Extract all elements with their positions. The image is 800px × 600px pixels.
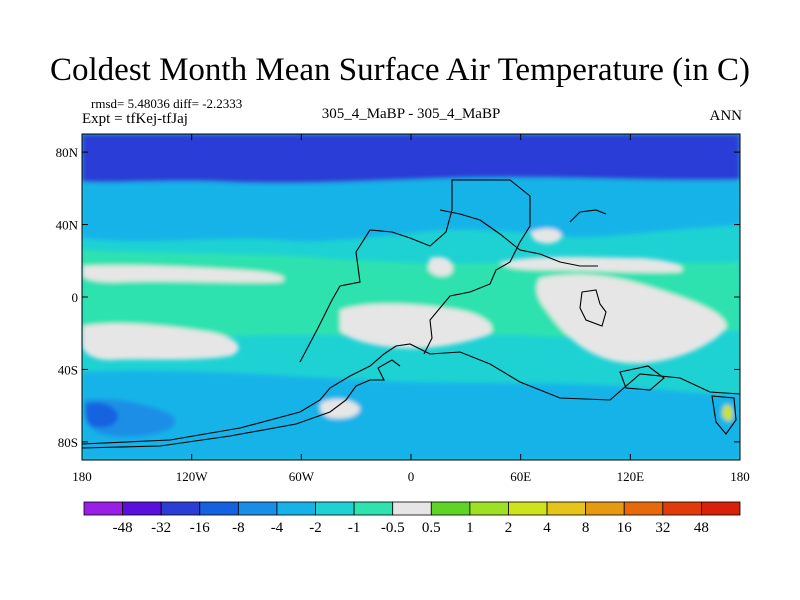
axis-ticks [81, 134, 741, 460]
colorbar-label: 8 [582, 520, 590, 536]
colorbar-label: 32 [655, 520, 670, 536]
experiment-text: Expt = tfKej-tfJaj [82, 111, 188, 127]
colorbar-swatch [237, 501, 278, 516]
colorbar-label: -48 [113, 520, 133, 536]
colorbar-swatch [392, 501, 432, 516]
field-zero-asia [536, 274, 727, 364]
colorbar-swatch [199, 501, 239, 516]
coastline-islandarc [569, 209, 607, 223]
field-band-north [82, 175, 740, 242]
field-yellow-spot [722, 404, 733, 421]
y-tick-label: 80N [56, 145, 79, 160]
season-label: ANN [709, 108, 743, 124]
colorbar-swatch [83, 501, 123, 516]
colorbar-swatch [585, 501, 625, 516]
colorbar-label: 48 [694, 520, 709, 536]
colorbar-label: -0.5 [381, 520, 405, 536]
colorbar-swatch [353, 501, 394, 516]
coastline-island [579, 289, 607, 327]
colorbar-label: -16 [190, 520, 210, 536]
y-tick-label: 40N [56, 218, 79, 233]
colorbar-label: -2 [309, 520, 322, 536]
field-zero-south [320, 399, 360, 419]
x-tick-label: 60W [289, 469, 315, 484]
colorbar-label: 1 [466, 520, 474, 536]
colorbar-swatch [662, 501, 702, 516]
map-field [82, 134, 740, 460]
coastlines [82, 179, 740, 449]
colorbar-label: -32 [151, 520, 171, 536]
y-tick-label: 80S [58, 435, 78, 450]
x-tick-label: 180 [730, 469, 750, 484]
colorbar-swatch [623, 501, 664, 516]
field-zero-north-b [500, 257, 683, 273]
coastline-north [299, 179, 531, 363]
colorbar-label: 16 [617, 520, 633, 536]
colorbar-swatch [160, 501, 201, 516]
field-zero-small [428, 256, 453, 277]
x-tick-label: 60E [510, 469, 531, 484]
colorbar-swatch [276, 501, 316, 516]
colorbar-swatch [469, 501, 509, 516]
coastline-east [439, 209, 598, 267]
chart-title: Coldest Month Mean Surface Air Temperatu… [50, 52, 750, 88]
x-tick-labels: 180 120W 60W 0 60E 120E 180 [72, 469, 750, 484]
field-pacific-core [84, 402, 118, 428]
field-polar-north [82, 134, 740, 184]
colorbar-label: 2 [505, 520, 513, 536]
colorbar-label: -4 [271, 520, 284, 536]
x-tick-label: 120E [617, 469, 645, 484]
stats-text: rmsd= 5.48036 diff= -2.2333 [91, 96, 243, 111]
colorbar-label: 0.5 [422, 520, 441, 536]
field-zero-southwest [82, 323, 239, 360]
coastline-continent [82, 343, 740, 445]
coastline-inner [82, 359, 401, 449]
field-zero-ne [530, 228, 562, 244]
y-tick-label: 0 [72, 290, 79, 305]
y-tick-label: 40S [58, 362, 78, 377]
colorbar: -48 -32 -16 -8 -4 -2 -1 -0.5 0.5 1 2 4 8 16 32 48 [83, 501, 741, 536]
colorbar-swatch [315, 501, 355, 516]
coastline-ring [619, 365, 665, 391]
case-label: 305_4_MaBP - 305_4_MaBP [321, 106, 501, 122]
colorbar-label: 4 [543, 520, 551, 536]
colorbar-swatch [122, 501, 162, 516]
colorbar-swatch [508, 501, 548, 516]
field-zero-north-a [82, 265, 285, 283]
colorbar-label: -1 [348, 520, 361, 536]
colorbar-label: -8 [232, 520, 245, 536]
colorbar-swatch [430, 501, 471, 516]
colorbar-swatch [546, 501, 587, 516]
colorbar-swatch [701, 501, 741, 516]
x-tick-label: 120W [176, 469, 209, 484]
field-zero-africa [340, 303, 493, 349]
x-tick-label: 180 [72, 469, 92, 484]
x-tick-label: 0 [408, 469, 415, 484]
coastline-ring-east [711, 395, 737, 435]
y-tick-labels: 80N 40N 0 40S 80S [56, 145, 79, 450]
field-band-south [82, 370, 740, 460]
